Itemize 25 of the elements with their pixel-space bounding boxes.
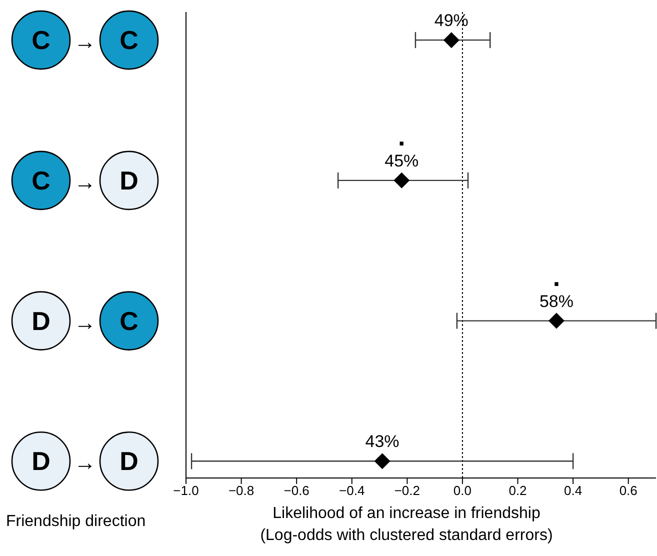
annotation: 43%: [365, 432, 400, 452]
x-axis-title: Likelihood of an increase in friendship (Log-odds with clustered standard errors): [259, 504, 554, 546]
x-tick-label: −0.6: [284, 483, 310, 498]
x-tick-label: 0.2: [508, 483, 527, 498]
x-tick-label: 0.4: [564, 483, 582, 498]
point: [548, 312, 564, 329]
x-tick-label: −0.8: [228, 483, 254, 498]
annotation: 58%: [539, 292, 574, 311]
x-tick-label: −0.4: [339, 483, 365, 498]
point: [394, 172, 410, 188]
annotation: 49%: [434, 11, 468, 30]
point: [374, 453, 390, 470]
annotation: 45%: [384, 151, 419, 170]
x-tick-label: −1.0: [173, 483, 199, 498]
y-tick-label: C → D: [32, 165, 138, 196]
annotation: .: [552, 262, 560, 292]
x-tick-label: 0.0: [453, 483, 472, 498]
y-tick-label: D → C: [32, 306, 139, 336]
x-tick-label: −0.2: [394, 483, 420, 498]
y-axis-title: Friendship direction: [6, 513, 146, 531]
y-tick-label: C → C: [32, 25, 139, 56]
y-tick-label: D → D: [32, 446, 138, 476]
x-tick-label: 0.6: [619, 483, 638, 498]
point: [443, 32, 460, 48]
annotation: .: [398, 122, 406, 152]
